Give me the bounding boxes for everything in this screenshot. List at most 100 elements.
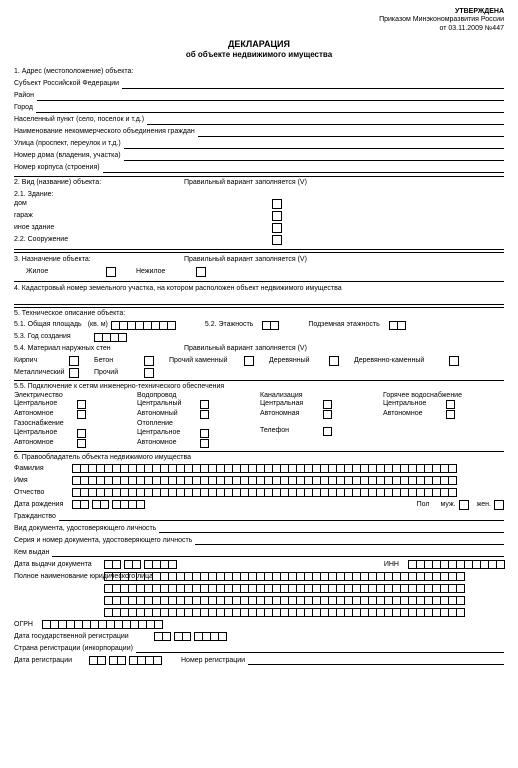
beton-cb[interactable] <box>144 356 154 366</box>
vodo-avt: Автономный <box>137 410 197 418</box>
viddoc-label: Вид документа, удостоверяющего личность <box>14 525 159 533</box>
grazh-input[interactable] <box>59 512 504 521</box>
polnnaim-boxes-1[interactable] <box>104 572 464 581</box>
ogrn-label: ОГРН <box>14 621 42 629</box>
section-4: 4. Кадастровый номер земельного участка,… <box>14 284 504 294</box>
kanal-centr: Центральная <box>260 400 320 408</box>
dg-m[interactable] <box>174 632 190 641</box>
dr-m[interactable] <box>109 656 125 665</box>
dg-d[interactable] <box>154 632 170 641</box>
elec-avt-cb[interactable] <box>77 410 86 419</box>
strana-input[interactable] <box>136 644 504 653</box>
serdoc-input[interactable] <box>195 536 504 545</box>
dr-y[interactable] <box>129 656 161 665</box>
inn-boxes[interactable] <box>408 560 504 569</box>
inoe-checkbox[interactable] <box>272 223 282 233</box>
gaz-avt-cb[interactable] <box>77 439 86 448</box>
otch-label: Отчество <box>14 489 72 497</box>
area-boxes[interactable] <box>111 321 175 330</box>
s54-variant: Правильный вариант заполняется (V) <box>184 345 307 353</box>
beton-label: Бетон <box>94 357 144 365</box>
nasp-input[interactable] <box>147 116 504 125</box>
kanal-avt-cb[interactable] <box>323 410 332 419</box>
polnnaim-boxes-4[interactable] <box>104 608 464 617</box>
rayon-input[interactable] <box>37 92 504 101</box>
section-5: 5. Техническое описание объекта: 5.1. Об… <box>14 307 504 452</box>
nomerreg-input[interactable] <box>248 656 504 665</box>
nezhiloe-checkbox[interactable] <box>196 267 206 277</box>
s5-heading: 5. Техническое описание объекта: <box>14 310 504 318</box>
imya-boxes[interactable] <box>72 476 456 485</box>
dv-m[interactable] <box>124 560 140 569</box>
dob-y[interactable] <box>112 500 144 509</box>
vodo-avt-cb[interactable] <box>200 410 209 419</box>
dv-d[interactable] <box>104 560 120 569</box>
tel-cb[interactable] <box>323 427 332 436</box>
serdoc-label: Серия и номер документа, удостоверяющего… <box>14 537 195 545</box>
zhiloe-checkbox[interactable] <box>106 267 116 277</box>
fam-boxes[interactable] <box>72 464 456 473</box>
otopl-centr-cb[interactable] <box>200 429 209 438</box>
s22-label: 2.2. Сооружение <box>14 236 272 244</box>
vodo-centr: Центральный <box>137 400 197 408</box>
polnnaim-label: Полное наименование юридического лица <box>14 573 104 581</box>
gor-label: Горячее водоснабжение <box>383 392 504 400</box>
gorod-input[interactable] <box>36 104 504 113</box>
ogrn-boxes[interactable] <box>42 620 162 629</box>
nomerkorp-input[interactable] <box>103 164 504 173</box>
podz-boxes[interactable] <box>389 321 405 330</box>
floors-boxes[interactable] <box>262 321 278 330</box>
year-boxes[interactable] <box>94 333 126 342</box>
dob-d[interactable] <box>72 500 88 509</box>
prochkam-label: Прочий каменный <box>169 357 244 365</box>
s52-label: 5.2. Этажность <box>205 321 256 329</box>
kem-input[interactable] <box>52 548 504 557</box>
otch-boxes[interactable] <box>72 488 456 497</box>
nomerdoma-input[interactable] <box>124 152 504 161</box>
elec-avt: Автономное <box>14 410 74 418</box>
gaz-centr-cb[interactable] <box>77 429 86 438</box>
kanal-centr-cb[interactable] <box>323 400 332 409</box>
section-1: 1. Адрес (местоположение) объекта: Субъе… <box>14 68 504 174</box>
nezhiloe-label: Нежилое <box>136 268 196 276</box>
gorod-label: Город <box>14 104 36 112</box>
kanal-label: Канализация <box>260 392 381 400</box>
otopl-avt: Автономное <box>137 439 197 447</box>
polnnaim-boxes-2[interactable] <box>104 584 464 593</box>
vodo-label: Водопровод <box>137 392 258 400</box>
gor-avt-cb[interactable] <box>446 410 455 419</box>
garazh-checkbox[interactable] <box>272 211 282 221</box>
subj-input[interactable] <box>122 80 504 89</box>
s4-input[interactable] <box>14 296 504 305</box>
metall-cb[interactable] <box>69 368 79 378</box>
prochkam-cb[interactable] <box>244 356 254 366</box>
derev-cb[interactable] <box>329 356 339 366</box>
otopl-avt-cb[interactable] <box>200 439 209 448</box>
muzh-cb[interactable] <box>459 500 469 510</box>
gaz-label: Газоснабжение <box>14 420 135 428</box>
nko-input[interactable] <box>198 128 504 137</box>
ulica-input[interactable] <box>124 140 504 149</box>
zhen-cb[interactable] <box>494 500 504 510</box>
derevkam-cb[interactable] <box>449 356 459 366</box>
s2-heading: 2. Вид (название) объекта: <box>14 179 184 187</box>
vodo-centr-cb[interactable] <box>200 400 209 409</box>
fam-label: Фамилия <box>14 465 72 473</box>
gor-centr-cb[interactable] <box>446 400 455 409</box>
dob-m[interactable] <box>92 500 108 509</box>
dv-y[interactable] <box>144 560 176 569</box>
viddoc-input[interactable] <box>159 524 504 533</box>
tel-label: Телефон <box>260 427 320 435</box>
prochiy-cb[interactable] <box>144 368 154 378</box>
order-label: Приказом Минэкономразвития России <box>14 16 504 24</box>
otopl-centr: Центральное <box>137 429 197 437</box>
dr-d[interactable] <box>89 656 105 665</box>
dg-y[interactable] <box>194 632 226 641</box>
kirpich-cb[interactable] <box>69 356 79 366</box>
elec-centr-cb[interactable] <box>77 400 86 409</box>
sooruzh-checkbox[interactable] <box>272 235 282 245</box>
nasp-label: Населенный пункт (село, поселок и т.д.) <box>14 116 147 124</box>
dom-checkbox[interactable] <box>272 199 282 209</box>
polnnaim-boxes-3[interactable] <box>104 596 464 605</box>
zhen-label: жен. <box>477 501 494 509</box>
